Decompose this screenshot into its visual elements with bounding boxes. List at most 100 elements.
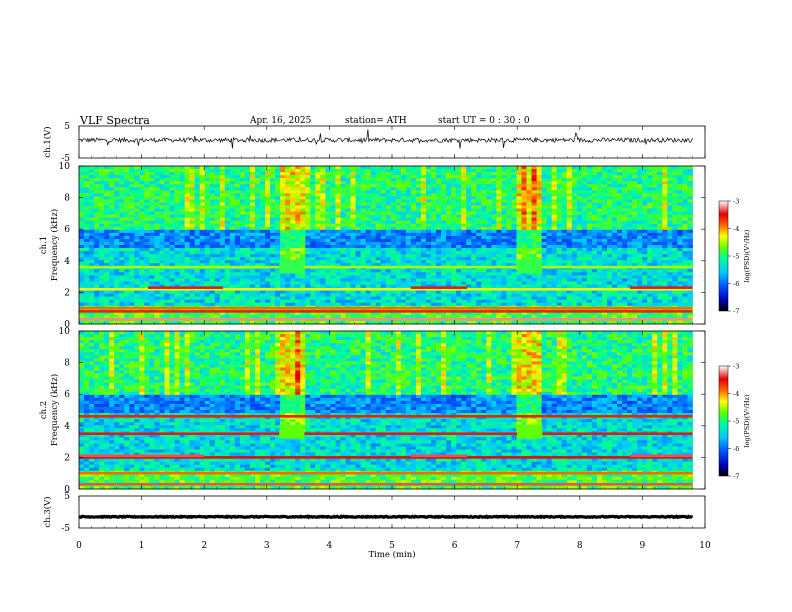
spectrogram-cell — [194, 245, 201, 249]
spectrogram-cell — [194, 172, 201, 176]
spectrogram-cell — [270, 254, 276, 258]
spectrogram-cell — [420, 226, 427, 231]
spectrogram-cell — [340, 190, 346, 194]
spectrogram-cell — [425, 187, 432, 191]
spectrogram-cell — [79, 166, 85, 170]
spectrogram-cell — [405, 320, 412, 325]
spectrogram-cell — [456, 281, 462, 285]
spectrogram-cell — [244, 263, 251, 267]
spectrogram-cell — [184, 229, 191, 234]
spectrogram-cell — [511, 272, 517, 276]
spectrogram-cell — [526, 302, 532, 307]
spectrogram-cell — [109, 169, 115, 173]
spectrogram-cell — [315, 254, 321, 258]
spectrogram-cell — [265, 245, 271, 249]
spectrogram-cell — [239, 235, 246, 240]
spectrogram-cell — [325, 254, 331, 258]
spectrogram-cell — [104, 314, 110, 319]
spectrogram-cell — [139, 241, 145, 246]
spectrogram-cell — [234, 248, 241, 252]
spectrogram-cell — [380, 302, 387, 307]
spectrogram-cell — [99, 235, 105, 240]
spectrogram-cell — [104, 311, 110, 316]
spectrogram-cell — [385, 251, 392, 255]
spectrogram-cell — [119, 229, 125, 234]
spectrogram-cell — [436, 302, 442, 307]
spectrogram-cell — [149, 260, 155, 264]
spectrogram-cell — [234, 257, 241, 261]
spectrogram-cell — [556, 226, 563, 231]
spectrogram-cell — [275, 290, 281, 295]
spectrogram-cell — [189, 214, 196, 219]
spectrogram-cell — [546, 293, 553, 298]
spectrogram-cell — [124, 302, 130, 307]
spectrogram-cell — [164, 172, 170, 176]
spectrogram-cell — [194, 284, 201, 288]
spectrogram-cell — [526, 199, 532, 203]
spectrogram-cell — [436, 178, 442, 182]
spectrogram-cell — [134, 293, 140, 298]
spectrogram-cell — [320, 175, 326, 179]
spectrogram-cell — [300, 278, 306, 282]
spectrogram-cell — [516, 226, 522, 231]
spectrogram-cell — [516, 272, 522, 276]
spectrogram-cell — [536, 272, 543, 276]
spectrogram-cell — [139, 263, 145, 267]
spectrogram-cell — [315, 278, 321, 282]
spectrogram-cell — [380, 314, 387, 319]
spectrogram-cell — [320, 257, 326, 261]
spectrogram-cell — [380, 293, 387, 298]
spectrogram-cell — [234, 302, 241, 307]
spectrogram-cell — [219, 187, 226, 191]
spectrogram-cell — [491, 293, 497, 298]
spectrogram-cell — [511, 241, 517, 246]
spectrogram-cell — [129, 214, 135, 219]
spectrogram-cell — [415, 248, 422, 252]
spectrogram-cell — [345, 251, 351, 255]
spectrogram-cell — [94, 257, 100, 261]
spectrogram-cell — [159, 226, 165, 231]
spectrogram-cell — [425, 320, 432, 325]
spectrogram-cell — [420, 314, 427, 319]
spectrogram-cell — [516, 184, 522, 188]
spectrogram-cell — [134, 178, 140, 182]
spectrogram-cell — [275, 232, 281, 237]
spectrogram-cell — [441, 320, 447, 325]
spectrogram-cell — [159, 257, 165, 261]
spectrogram-cell — [350, 311, 356, 316]
spectrogram-cell — [420, 254, 427, 258]
spectrogram-cell — [300, 175, 306, 179]
spectrogram-cell — [521, 184, 527, 188]
spectrogram-cell — [149, 269, 155, 273]
spectrogram-cell — [154, 217, 160, 222]
spectrogram-cell — [244, 229, 251, 234]
spectrogram-cell — [164, 284, 170, 288]
spectrogram-cell — [551, 208, 558, 212]
spectrogram-cell — [209, 272, 216, 276]
spectrogram-cell — [340, 269, 346, 273]
spectrogram-cell — [320, 269, 326, 273]
spectrogram-cell — [149, 226, 155, 231]
spectrogram-cell — [350, 278, 356, 282]
spectrogram-cell — [249, 269, 256, 273]
spectrogram-cell — [410, 217, 417, 222]
spectrogram-cell — [134, 241, 140, 246]
spectrogram-cell — [179, 208, 185, 212]
spectrogram-cell — [265, 226, 271, 231]
spectrogram-cell — [390, 166, 397, 170]
spectrogram-cell — [295, 211, 301, 216]
spectrogram-cell — [159, 275, 165, 279]
spectrogram-cell — [305, 284, 311, 288]
spectrogram-cell — [501, 260, 507, 264]
spectrogram-cell — [365, 178, 372, 182]
spectrogram-cell — [219, 302, 226, 307]
spectrogram-cell — [209, 311, 216, 316]
spectrogram-cell — [531, 299, 537, 304]
spectrogram-cell — [199, 190, 206, 194]
spectrogram-cell — [89, 172, 95, 176]
spectrogram-cell — [446, 241, 452, 246]
spectrogram-cell — [486, 166, 492, 170]
spectrogram-cell — [506, 248, 512, 252]
spectrogram-cell — [79, 193, 85, 197]
spectrogram-cell — [194, 248, 201, 252]
